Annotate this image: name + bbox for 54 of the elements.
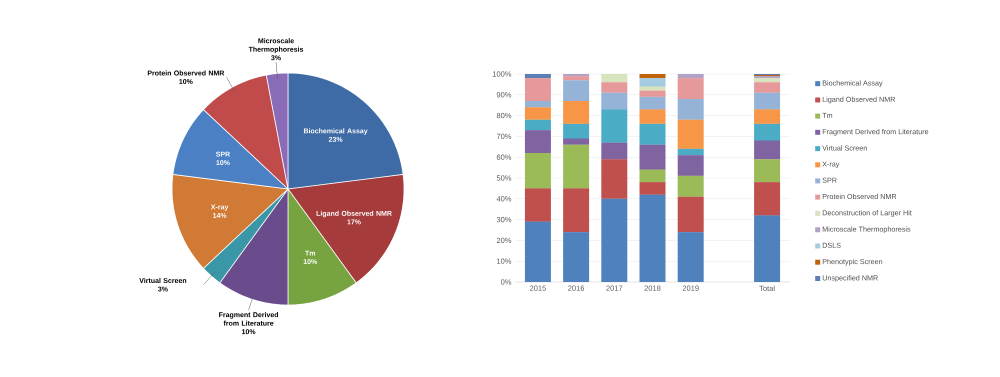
bar (754, 92, 780, 110)
bar (563, 232, 590, 282)
bar (563, 144, 590, 188)
bar (524, 74, 551, 78)
bar (678, 232, 704, 282)
bar (524, 78, 551, 102)
bar (524, 130, 551, 154)
bar (678, 98, 704, 120)
bar (563, 101, 590, 124)
bar (563, 80, 590, 102)
bar (754, 182, 780, 216)
bar (563, 138, 590, 145)
bar (524, 222, 551, 282)
bar (640, 170, 666, 182)
bar (524, 153, 551, 188)
bar (640, 78, 666, 86)
bar (563, 124, 590, 138)
bar (678, 74, 704, 78)
bar (601, 159, 628, 199)
bar (754, 78, 780, 82)
bar (678, 120, 704, 149)
bar (640, 109, 666, 124)
bar (640, 90, 666, 97)
bar (754, 140, 780, 160)
bar (601, 92, 628, 110)
bar (678, 148, 704, 156)
bar (563, 76, 590, 80)
bar (524, 107, 551, 120)
bar (678, 78, 704, 99)
bar (640, 182, 666, 195)
bar (601, 82, 628, 93)
bar (601, 74, 628, 82)
bar (563, 188, 590, 232)
bar (524, 101, 551, 108)
bar (524, 120, 551, 130)
bar (640, 86, 666, 91)
bar (640, 144, 666, 170)
bar (640, 124, 666, 145)
bar (524, 188, 551, 222)
bar (601, 198, 628, 282)
bar (601, 109, 628, 143)
bar (678, 176, 704, 197)
bar (754, 159, 780, 182)
bar (678, 196, 704, 232)
bar (754, 215, 780, 282)
bar (754, 82, 780, 93)
bar (601, 142, 628, 160)
bar (754, 124, 780, 141)
bar (678, 155, 704, 176)
bar (640, 96, 666, 110)
bar (754, 109, 780, 124)
bar (640, 194, 666, 282)
bar (640, 74, 666, 78)
bar (563, 74, 590, 76)
